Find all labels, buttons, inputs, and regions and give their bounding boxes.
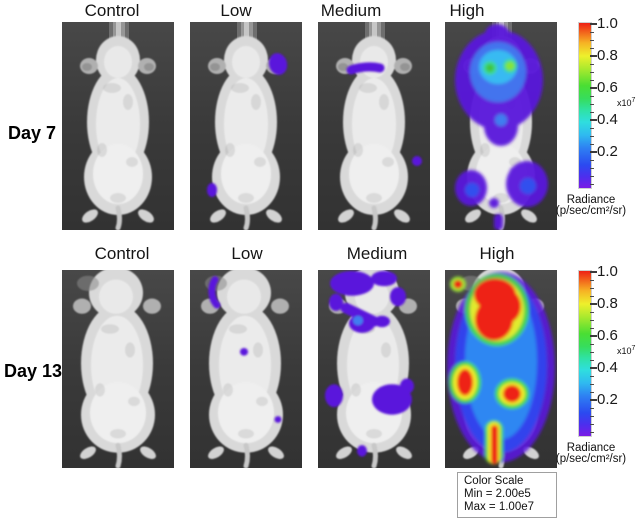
- tick-mark: [590, 151, 597, 153]
- panel-day13-high: [445, 270, 557, 468]
- tick-label-0.4: 0.4: [597, 111, 618, 128]
- colorbar-multiplier: x107: [617, 97, 636, 108]
- tick-mark: [590, 303, 597, 305]
- heatmap-overlay: [207, 53, 288, 197]
- color-scale-title: Color Scale: [464, 475, 524, 487]
- colorbar-day7-unit-label: Radiance (p/sec/cm²/sr): [542, 194, 640, 217]
- column-header-day7-medium: Medium: [320, 1, 382, 20]
- column-header-day7-control: Control: [84, 1, 140, 20]
- tick-mark: [590, 87, 597, 89]
- tick-label-1.0: 1.0: [597, 15, 618, 32]
- heatmap-overlay: [346, 62, 422, 166]
- radiance-label: Radiance: [566, 194, 616, 206]
- colorbar-day7-minor-ticks: [590, 24, 594, 185]
- panel-day13-low: [190, 270, 302, 468]
- tick-mark: [590, 119, 597, 121]
- color-scale-min: Min = 2.00e5: [464, 488, 531, 500]
- column-header-day7-high: High: [449, 1, 485, 20]
- tick-label-0.6: 0.6: [597, 327, 618, 344]
- column-header-day7-low: Low: [220, 1, 252, 20]
- tick-label-1.0: 1.0: [597, 263, 618, 280]
- panel-day7-high: [445, 22, 557, 230]
- tick-label-0.8: 0.8: [597, 47, 618, 64]
- heatmap-overlay: [447, 271, 555, 465]
- radiance-units: (p/sec/cm²/sr): [555, 453, 627, 465]
- tick-mark: [590, 367, 597, 369]
- tick-mark: [590, 399, 597, 401]
- color-scale-max: Max = 1.00e7: [464, 501, 535, 513]
- heatmap-overlay: [325, 270, 414, 457]
- colorbar-multiplier: x107: [617, 345, 636, 356]
- heatmap-overlay: [208, 276, 282, 423]
- colorbar-day13-unit-label: Radiance (p/sec/cm²/sr): [542, 442, 640, 465]
- radiance-label: Radiance: [566, 442, 616, 454]
- panel-day7-medium: [318, 22, 430, 230]
- tick-mark: [590, 23, 597, 25]
- tick-label-0.8: 0.8: [597, 295, 618, 312]
- panel-day7-low: [190, 22, 302, 230]
- tick-label-0.2: 0.2: [597, 391, 618, 408]
- column-header-day13-control: Control: [94, 244, 150, 263]
- heatmap-overlay: [455, 24, 548, 230]
- row-label-day13: Day 13: [3, 361, 63, 381]
- tick-mark: [590, 271, 597, 273]
- tick-mark: [590, 335, 597, 337]
- column-header-day13-medium: Medium: [346, 244, 408, 263]
- tick-label-0.6: 0.6: [597, 79, 618, 96]
- column-header-day13-high: High: [479, 244, 515, 263]
- panel-day7-control: [62, 22, 174, 230]
- panel-day13-control: [62, 270, 174, 468]
- panel-day13-medium: [318, 270, 430, 468]
- column-header-day13-low: Low: [231, 244, 263, 263]
- colorbar-day13-minor-ticks: [590, 272, 594, 433]
- tick-label-0.4: 0.4: [597, 359, 618, 376]
- tick-mark: [590, 55, 597, 57]
- radiance-units: (p/sec/cm²/sr): [555, 205, 627, 217]
- color-scale-box: Color Scale Min = 2.00e5 Max = 1.00e7: [457, 472, 557, 518]
- tick-label-0.2: 0.2: [597, 143, 618, 160]
- row-label-day7: Day 7: [7, 123, 57, 143]
